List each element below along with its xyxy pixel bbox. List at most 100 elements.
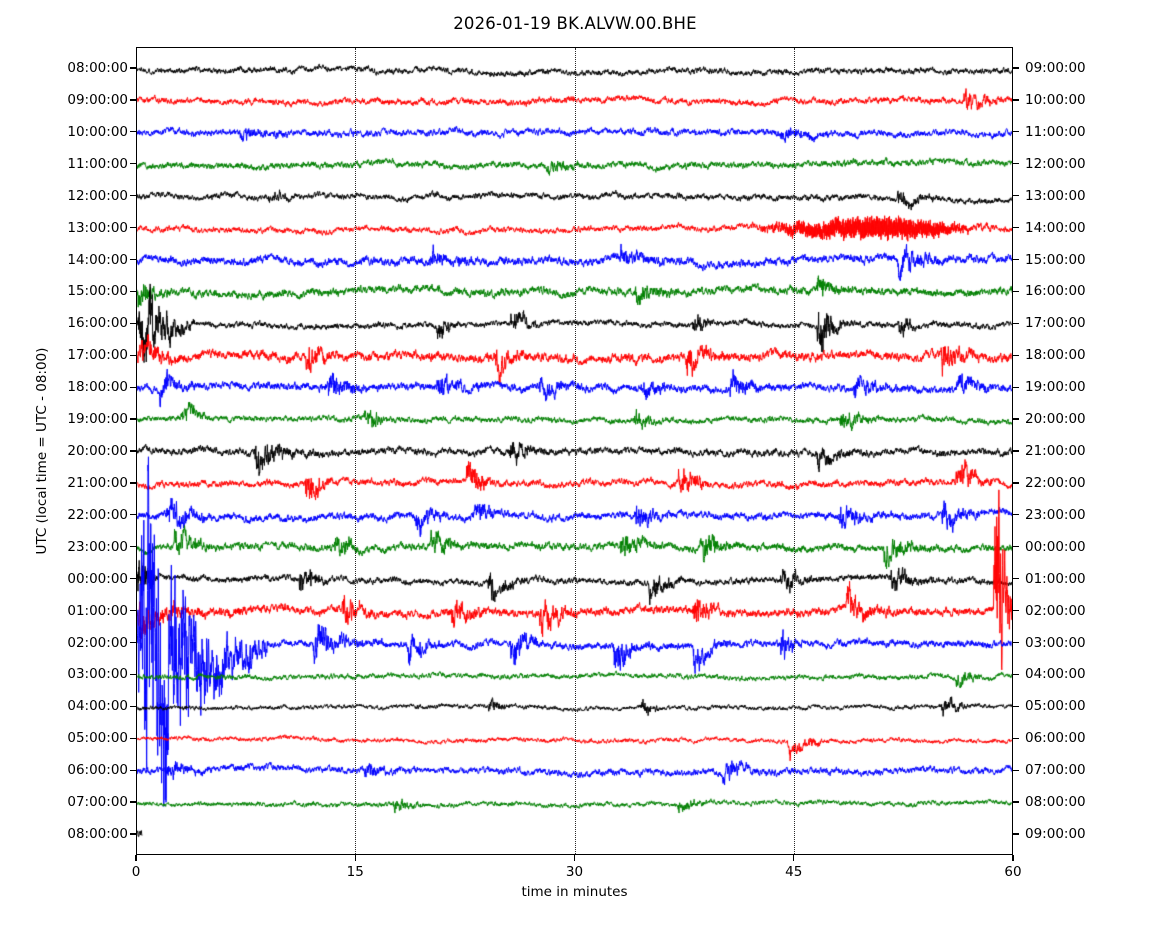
y-tick-mark-left (130, 546, 136, 548)
y-tick-mark-left (130, 226, 136, 229)
y-tick-mark-left (130, 163, 136, 165)
x-tick-label: 60 (1004, 864, 1022, 880)
y-axis-label: UTC (local time = UTC - 08:00) (34, 347, 50, 555)
y-tick-label-left: 04:00:00 (67, 698, 128, 715)
x-gridline (793, 48, 796, 854)
x-tick-label: 30 (565, 864, 584, 880)
y-tick-mark-left (130, 609, 136, 612)
y-tick-label-right: 05:00:00 (1025, 698, 1086, 715)
y-tick-label-left: 08:00:00 (67, 826, 128, 842)
x-tick-mark (354, 855, 356, 861)
y-tick-label-left: 03:00:00 (67, 666, 128, 683)
x-tick-label: 15 (346, 864, 364, 880)
x-axis-label: time in minutes (521, 884, 628, 900)
y-tick-label-left: 23:00:00 (67, 538, 128, 555)
y-tick-label-right: 16:00:00 (1025, 283, 1086, 300)
y-tick-label-left: 08:00:00 (67, 60, 128, 76)
y-tick-label-left: 07:00:00 (67, 794, 128, 811)
y-tick-label-right: 02:00:00 (1025, 602, 1086, 619)
y-tick-label-left: 10:00:00 (67, 123, 128, 140)
y-tick-mark-right (1013, 163, 1019, 165)
y-tick-mark-right (1013, 322, 1019, 324)
y-tick-label-left: 20:00:00 (67, 443, 128, 459)
y-tick-label-left: 22:00:00 (67, 506, 128, 523)
y-tick-label-left: 14:00:00 (67, 251, 128, 268)
y-tick-mark-right (1013, 131, 1019, 133)
y-tick-label-right: 20:00:00 (1025, 411, 1086, 428)
y-tick-mark-left (130, 290, 136, 292)
y-tick-mark-left (130, 131, 136, 133)
y-tick-mark-right (1013, 769, 1019, 771)
x-tick-label: 45 (785, 864, 803, 880)
y-tick-mark-right (1013, 673, 1019, 675)
x-tick-mark (573, 855, 576, 861)
y-tick-label-left: 15:00:00 (67, 283, 128, 300)
y-tick-label-left: 19:00:00 (67, 411, 128, 428)
y-tick-mark-left (130, 641, 136, 644)
y-tick-mark-left (130, 578, 136, 580)
y-tick-label-left: 12:00:00 (67, 187, 128, 204)
y-tick-mark-left (130, 737, 136, 739)
y-tick-label-right: 07:00:00 (1025, 762, 1086, 779)
x-tick-label: 0 (131, 864, 141, 880)
y-tick-label-right: 17:00:00 (1025, 315, 1086, 332)
y-tick-mark-right (1013, 801, 1019, 803)
page-title: 2026-01-19 BK.ALVW.00.BHE (453, 14, 697, 33)
y-tick-label-right: 08:00:00 (1025, 794, 1086, 811)
y-tick-mark-left (130, 514, 136, 516)
y-tick-mark-right (1013, 737, 1019, 739)
y-tick-label-right: 23:00:00 (1025, 506, 1086, 523)
y-tick-label-left: 09:00:00 (67, 91, 128, 108)
x-tick-mark (1012, 855, 1014, 861)
y-tick-mark-right (1013, 450, 1019, 452)
y-tick-mark-right (1013, 354, 1019, 356)
y-tick-mark-left (130, 99, 136, 101)
y-tick-label-right: 01:00:00 (1025, 570, 1086, 587)
x-gridline (355, 48, 357, 854)
y-tick-mark-right (1013, 578, 1019, 580)
y-tick-label-right: 18:00:00 (1025, 347, 1086, 364)
y-tick-mark-left (130, 195, 136, 197)
x-gridline (574, 48, 577, 854)
y-tick-label-right: 06:00:00 (1025, 730, 1086, 747)
y-tick-mark-right (1013, 514, 1019, 516)
y-tick-label-left: 06:00:00 (67, 762, 128, 779)
y-tick-mark-right (1013, 258, 1019, 261)
y-tick-mark-left (130, 450, 136, 452)
y-tick-label-right: 22:00:00 (1025, 474, 1086, 491)
y-tick-mark-right (1013, 641, 1019, 644)
y-tick-mark-right (1013, 226, 1019, 229)
y-tick-label-right: 10:00:00 (1025, 91, 1086, 108)
y-tick-label-right: 11:00:00 (1025, 123, 1086, 140)
y-tick-label-left: 16:00:00 (67, 315, 128, 332)
y-tick-mark-left (130, 482, 136, 484)
y-tick-mark-left (130, 769, 136, 771)
x-tick-mark (793, 855, 795, 861)
y-tick-mark-left (130, 67, 136, 69)
y-tick-mark-left (130, 833, 136, 835)
y-tick-mark-left (130, 386, 136, 388)
y-tick-mark-right (1013, 609, 1019, 612)
y-tick-label-right: 21:00:00 (1025, 443, 1086, 459)
y-tick-label-right: 04:00:00 (1025, 666, 1086, 683)
y-tick-label-right: 09:00:00 (1025, 826, 1086, 842)
y-tick-mark-left (130, 801, 136, 803)
y-tick-mark-left (130, 673, 136, 675)
y-tick-mark-left (130, 418, 136, 420)
y-tick-mark-left (130, 322, 136, 324)
y-tick-label-left: 13:00:00 (67, 219, 128, 236)
y-tick-label-right: 15:00:00 (1025, 251, 1086, 268)
y-tick-label-right: 09:00:00 (1025, 60, 1086, 76)
y-tick-label-left: 01:00:00 (67, 602, 128, 619)
y-tick-label-left: 00:00:00 (67, 570, 128, 587)
y-tick-label-left: 17:00:00 (67, 347, 128, 364)
y-tick-label-right: 00:00:00 (1025, 538, 1086, 555)
y-tick-mark-right (1013, 833, 1019, 835)
y-tick-mark-left (130, 705, 136, 707)
y-tick-mark-right (1013, 482, 1019, 484)
y-tick-label-left: 11:00:00 (67, 155, 128, 172)
y-tick-label-left: 21:00:00 (67, 474, 128, 491)
y-tick-label-right: 13:00:00 (1025, 187, 1086, 204)
x-tick-mark (135, 855, 137, 861)
y-tick-label-right: 19:00:00 (1025, 379, 1086, 396)
